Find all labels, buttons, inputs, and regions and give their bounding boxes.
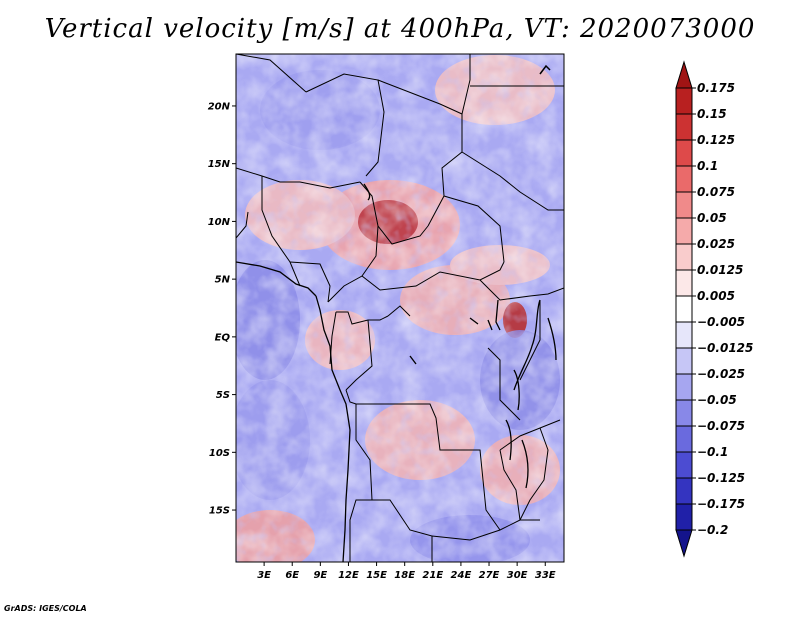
colorbar-swatch <box>675 165 693 193</box>
lon-label: 33E <box>535 570 556 581</box>
colorbar-label: −0.075 <box>697 419 745 433</box>
colorbar-swatch <box>675 399 693 427</box>
lon-label: 30E <box>507 570 528 581</box>
colorbar-swatch <box>675 295 693 323</box>
colorbar-swatch <box>675 373 693 401</box>
lon-label: 18E <box>394 570 415 581</box>
colorbar-label: 0.05 <box>697 211 727 225</box>
lat-label: 20N <box>208 101 231 112</box>
colorbar-label: 0.0125 <box>697 263 743 277</box>
colorbar-label: 0.125 <box>697 133 735 147</box>
country-boundaries <box>236 54 564 562</box>
colorbar-label: −0.025 <box>697 367 745 381</box>
colorbar-swatch <box>675 243 693 271</box>
lon-label: 27E <box>479 570 500 581</box>
colorbar-label: −0.005 <box>697 315 745 329</box>
colorbar-swatch <box>675 347 693 375</box>
map-area <box>236 54 564 562</box>
colorbar-label: 0.075 <box>697 185 735 199</box>
colorbar-swatch <box>675 451 693 479</box>
map-marker <box>539 64 551 75</box>
lat-label: 5N <box>215 275 231 286</box>
colorbar-label: 0.175 <box>697 81 735 95</box>
colorbar-swatch <box>675 477 693 505</box>
lon-label: 3E <box>257 570 271 581</box>
colorbar-label: 0.15 <box>697 107 727 121</box>
colorbar-label: −0.0125 <box>697 341 753 355</box>
longitude-axis: 3E 6E 9E 12E 15E 18E 21E 24E 27E 30E 33E <box>257 562 556 581</box>
lat-label: 5S <box>216 390 230 401</box>
lat-label: 10S <box>209 448 230 459</box>
colorbar-label: −0.2 <box>697 523 728 537</box>
colorbar-label: −0.05 <box>697 393 737 407</box>
colorbar-swatch <box>675 269 693 297</box>
colorbar-swatch <box>675 425 693 453</box>
colorbar-swatch <box>675 113 693 141</box>
colorbar-bottom-triangle <box>675 529 693 558</box>
lon-label: 6E <box>285 570 299 581</box>
coastlines-and-lakes <box>236 183 557 562</box>
latitude-axis: 20N 15N 10N 5N EQ 5S 10S 15S <box>208 101 236 517</box>
colorbar-swatch <box>675 321 693 349</box>
colorbar: 0.175 0.15 0.125 0.1 0.075 0.05 0.025 0.0125 0.0… <box>675 60 753 558</box>
map-frame <box>235 53 565 563</box>
lon-label: 21E <box>422 570 443 581</box>
lon-label: 24E <box>451 570 472 581</box>
lat-label: 10N <box>208 217 231 228</box>
lon-label: 12E <box>338 570 359 581</box>
colorbar-swatch <box>675 191 693 219</box>
colorbar-top-triangle <box>675 60 693 89</box>
colorbar-swatch <box>675 139 693 167</box>
lat-label: 15N <box>208 159 231 170</box>
field-noise-dark <box>236 54 564 562</box>
lat-label: EQ <box>215 332 231 343</box>
colorbar-label: 0.005 <box>697 289 735 303</box>
chart-title: Vertical velocity [m/s] at 400hPa, VT: 2… <box>44 14 756 44</box>
colorbar-label: 0.1 <box>697 159 718 173</box>
footer-credit: GrADS: IGES/COLA <box>4 604 87 613</box>
colorbar-label: −0.175 <box>697 497 745 511</box>
colorbar-label: −0.1 <box>697 445 728 459</box>
lon-label: 9E <box>313 570 327 581</box>
colorbar-swatch <box>675 87 693 115</box>
lat-label: 15S <box>209 506 230 517</box>
colorbar-swatch <box>675 503 693 531</box>
lon-label: 15E <box>366 570 387 581</box>
colorbar-label: 0.025 <box>697 237 735 251</box>
colorbar-label: −0.125 <box>697 471 745 485</box>
colorbar-swatch <box>675 217 693 245</box>
